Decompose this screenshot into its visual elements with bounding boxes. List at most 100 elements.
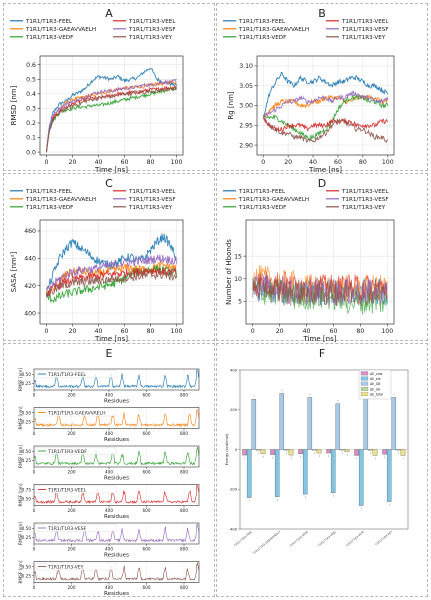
- legend-label: T1R1/T1R3-VEEL: [128, 189, 176, 195]
- y-tick-label: 0.25: [22, 458, 32, 463]
- legend-label: T1R1/T1R3-VEY: [128, 205, 173, 211]
- panel-letter: E: [106, 347, 113, 360]
- rmsf-line: [33, 369, 200, 389]
- energy-bar: [326, 449, 331, 454]
- y-tick-label: 200: [230, 408, 238, 412]
- y-axis-label: RMSF [nm]: [18, 445, 23, 468]
- energy-bar: [344, 449, 350, 453]
- axes-frame: [33, 368, 200, 391]
- x-tick-label: 100: [171, 159, 183, 166]
- y-tick-label: 420: [24, 283, 36, 290]
- x-axis-label: Residues: [104, 591, 129, 597]
- y-tick-label: 10: [234, 276, 242, 283]
- y-tick-label: 460: [24, 228, 36, 235]
- legend-label: T1R1/T1R3-VEEL: [47, 488, 87, 494]
- legend-label: T1R1/T1R3-VESF: [341, 27, 389, 33]
- x-tick-label: 800: [180, 585, 188, 590]
- x-tick-label: 0: [33, 547, 36, 552]
- panel-letter: D: [318, 177, 326, 190]
- x-tick-label: 80: [147, 328, 155, 335]
- panel-b: B T1R1/T1R3-FEEL T1R1/T1R3-GAEAVVAELH T1R1/…: [223, 7, 395, 174]
- x-tick-label: 100: [381, 328, 393, 335]
- x-tick-label: 400: [105, 393, 113, 398]
- axes-frame: [33, 484, 200, 506]
- energy-bar: [260, 449, 266, 455]
- legend-label: T1R1/T1R3-VEEL: [341, 19, 389, 25]
- x-tick-label: 200: [68, 431, 76, 436]
- legend-swatch: [360, 376, 369, 381]
- legend-label: T1R1/T1R3-GAEAVVAELH: [238, 197, 309, 203]
- x-axis-label: Time [ns]: [94, 166, 128, 174]
- x-tick-label: 80: [147, 159, 155, 166]
- x-tick-label: T1R1/T1R3-VEEL: [316, 529, 337, 548]
- x-axis-label: Residues: [104, 514, 129, 520]
- legend-label: T1R1/T1R3-VEY: [341, 205, 386, 211]
- energy-bar: [330, 449, 336, 493]
- y-tick-label: 440: [24, 256, 36, 263]
- x-tick-label: 20: [276, 328, 284, 335]
- x-tick-label: T1R1/T1R3-VESF: [344, 529, 365, 548]
- y-tick-label: 0.50: [22, 496, 32, 501]
- x-tick-label: 0: [45, 159, 49, 166]
- x-tick-label: 60: [121, 328, 129, 335]
- energy-bar: [242, 449, 247, 456]
- y-tick-label: 0.25: [22, 419, 32, 424]
- y-axis-label: Energy (kcal/mol): [225, 433, 229, 465]
- energy-bar: [256, 449, 261, 451]
- x-tick-label: 400: [105, 547, 113, 552]
- x-axis-label: Residues: [104, 476, 129, 482]
- x-tick-label: 200: [68, 585, 76, 590]
- panel-b-frame: [216, 3, 428, 171]
- y-tick-label: 3.00: [239, 103, 253, 110]
- y-tick-label: 0.5: [26, 76, 36, 83]
- legend-swatch: [360, 392, 369, 396]
- energy-bar: [302, 449, 308, 495]
- x-tick-label: 0: [33, 508, 36, 513]
- legend-label: T1R1/T1R3-VEDF: [25, 205, 73, 211]
- x-tick-label: 600: [143, 393, 151, 398]
- x-tick-label: 600: [143, 585, 151, 590]
- legend-label: T1R1/T1R3-GAEAVVAELH: [47, 411, 106, 417]
- y-tick-label: 3.05: [239, 83, 253, 90]
- energy-bar: [382, 449, 387, 455]
- panel-letter: A: [105, 7, 113, 20]
- x-tick-label: 60: [334, 159, 342, 166]
- x-tick-label: 20: [69, 328, 77, 335]
- legend-label: T1R1/T1R3-VESF: [128, 27, 176, 33]
- y-tick-label: -200: [229, 488, 238, 492]
- x-tick-label: 800: [180, 431, 188, 436]
- y-tick-label: 0.50: [22, 564, 32, 569]
- legend-label: ΔE_SA: [370, 387, 381, 391]
- y-tick-label: 0.50: [22, 526, 32, 531]
- legend-label: T1R1/T1R3-VESF: [47, 526, 87, 532]
- x-tick-label: 0: [33, 431, 36, 436]
- y-axis-label: RMSF [nm]: [18, 406, 23, 429]
- legend-label: T1R1/T1R3-VEDF: [238, 205, 286, 211]
- x-tick-label: 600: [143, 547, 151, 552]
- energy-bar: [400, 449, 406, 456]
- x-tick-label: 800: [180, 393, 188, 398]
- y-tick-label: 15: [234, 253, 242, 260]
- x-axis-label: Time [ns]: [303, 335, 337, 343]
- x-tick-label: 0: [251, 328, 255, 335]
- x-tick-label: 40: [95, 328, 103, 335]
- series-group: [262, 71, 389, 144]
- y-tick-label: 0.50: [22, 449, 32, 454]
- y-tick-label: 0.50: [22, 410, 32, 415]
- energy-bar: [270, 449, 275, 455]
- legend-label: T1R1/T1R3-VEEL: [341, 189, 389, 195]
- series-line: [262, 90, 389, 119]
- legend-label: T1R1/T1R3-FEEL: [238, 19, 286, 25]
- legend-box: [35, 562, 117, 571]
- panel-e-frame: [3, 343, 215, 597]
- x-axis-label: Time [ns]: [308, 166, 342, 174]
- x-tick-label: 0: [33, 470, 36, 475]
- energy-bar: [372, 449, 378, 456]
- series-line: [46, 254, 177, 292]
- energy-bar: [307, 397, 313, 450]
- axes-frame: [33, 522, 200, 545]
- y-tick-label: 400: [230, 368, 238, 372]
